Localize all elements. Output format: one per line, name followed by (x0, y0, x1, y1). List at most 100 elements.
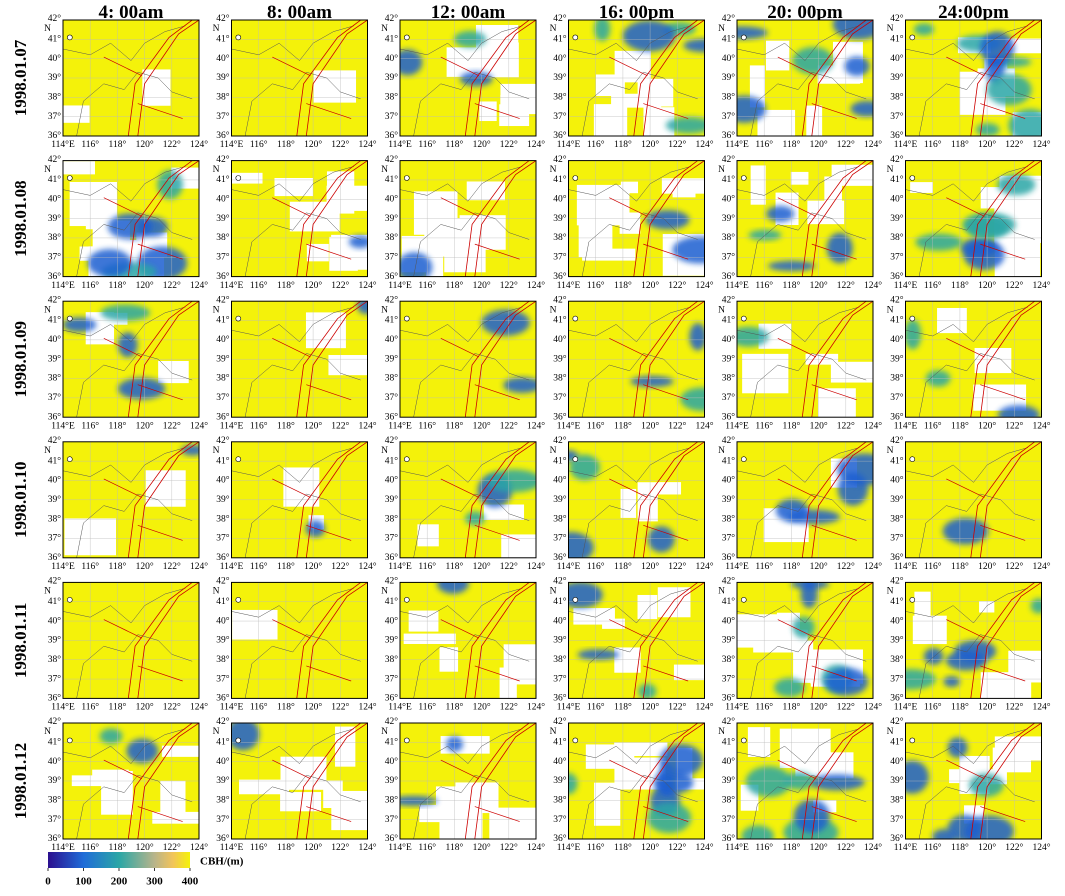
low-cloud-area (1008, 109, 1042, 136)
lat-label: 36° (553, 693, 567, 704)
no-data-area (637, 482, 658, 522)
lat-label: 39° (722, 213, 736, 224)
lat-label: 40° (722, 475, 736, 486)
colorbar-tick-label: 100 (75, 876, 92, 888)
lat-label: 40° (890, 615, 904, 626)
map-frame (905, 160, 1042, 278)
fault-line (633, 723, 698, 839)
lon-label: 120° (136, 139, 154, 150)
map-frame (62, 300, 200, 418)
lon-label: 118° (277, 420, 295, 431)
lon-label: 122° (1005, 702, 1023, 713)
lon-label: 116° (250, 561, 268, 572)
lat-unit: N (213, 727, 220, 737)
lat-label: 40° (553, 193, 567, 204)
lon-label: 120° (810, 702, 828, 713)
lat-unit: N (718, 587, 725, 597)
colorbar-gradient (48, 852, 190, 868)
lon-label: 114°E (220, 420, 244, 431)
lat-label: 36° (553, 552, 567, 563)
lat-unit: N (718, 446, 725, 456)
lat-label: 40° (48, 334, 62, 345)
lat-label: 40° (48, 756, 62, 767)
low-cloud-area (850, 100, 873, 117)
fault-line (811, 301, 873, 418)
no-data-area (910, 182, 933, 193)
lon-label: 118° (614, 280, 632, 291)
boundary (400, 447, 523, 483)
map-frame (399, 160, 537, 278)
fault-line (801, 723, 867, 839)
lat-label: 41° (722, 315, 736, 326)
no-data-area (501, 534, 536, 558)
low-cloud-area (568, 772, 578, 795)
low-cloud-area (594, 20, 611, 42)
boundary (413, 774, 530, 839)
lon-label: 114°E (51, 702, 75, 713)
lon-label: 124° (864, 842, 882, 853)
boundary (413, 71, 530, 136)
lat-label: 41° (553, 737, 567, 748)
lat-label: 41° (385, 737, 399, 748)
map-panel (63, 723, 199, 839)
boundary (413, 634, 530, 699)
fault-line (777, 56, 817, 76)
lat-label: 36° (890, 833, 904, 844)
fault-line (777, 619, 817, 639)
city-marker (67, 596, 73, 603)
no-data-area (620, 181, 639, 194)
boundary (231, 587, 354, 624)
lon-label: 120° (810, 420, 828, 431)
lat-label: 41° (385, 174, 399, 185)
lon-label: 114°E (388, 561, 412, 572)
fault-line (103, 478, 143, 498)
lon-label: 120° (810, 280, 828, 291)
map-panel (737, 582, 873, 699)
lon-label: 122° (500, 702, 518, 713)
fault-line (137, 384, 183, 401)
lat-label: 41° (48, 34, 62, 45)
lon-label: 116° (250, 702, 268, 713)
boundary (737, 587, 860, 624)
boundary (737, 447, 860, 483)
lat-label: 36° (48, 552, 62, 563)
lon-label: 120° (978, 280, 996, 291)
lat-label: 41° (385, 455, 399, 466)
lon-label: 120° (473, 139, 491, 150)
lat-label: 40° (722, 756, 736, 767)
lon-label: 114°E (51, 139, 75, 150)
no-data-area (830, 361, 873, 383)
lat-label: 40° (385, 193, 399, 204)
lat-label: 39° (48, 353, 62, 364)
low-cloud-area (100, 304, 151, 322)
map-panel (568, 301, 705, 418)
map-frame (62, 160, 200, 278)
map-panel (568, 441, 705, 558)
fault-line (633, 301, 698, 418)
fault-line (474, 582, 536, 699)
map-panel (568, 582, 705, 699)
low-cloud-area (932, 828, 957, 839)
lat-unit: N (550, 587, 557, 597)
lat-label: 38° (48, 92, 62, 103)
no-data-area (750, 165, 766, 205)
lat-label: 37° (216, 111, 230, 122)
no-data-area (145, 470, 186, 507)
lat-label: 42° (385, 294, 399, 305)
lat-unit: N (550, 24, 557, 34)
lon-label: 124° (864, 280, 882, 291)
fault-line (127, 723, 193, 839)
map-frame (399, 19, 537, 137)
fault-line (642, 20, 705, 136)
fault-line (464, 160, 530, 277)
lon-label: 122° (331, 842, 349, 853)
city-marker (909, 596, 916, 603)
lat-label: 38° (216, 654, 230, 665)
row-label: 1998.01.08 (11, 180, 30, 257)
boundary (581, 212, 698, 277)
lat-label: 37° (48, 814, 62, 825)
city-marker (67, 737, 73, 744)
lon-label: 116° (81, 842, 99, 853)
map-panel (400, 441, 536, 558)
lat-label: 37° (216, 533, 230, 544)
